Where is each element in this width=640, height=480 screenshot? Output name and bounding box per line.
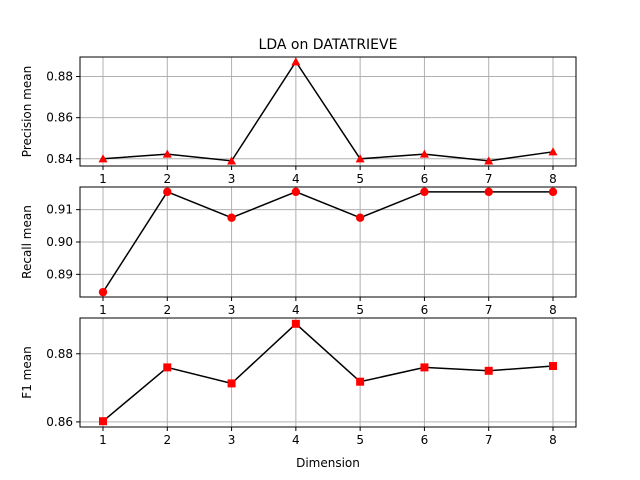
data-point [162, 149, 172, 158]
data-point [484, 187, 493, 197]
data-point [163, 187, 172, 197]
series-line [102, 190, 553, 293]
data-point [356, 377, 365, 386]
data-point [549, 362, 557, 371]
x-tick-label: 8 [549, 172, 557, 186]
series-line [102, 60, 554, 162]
data-point [98, 154, 108, 163]
x-tick-label: 5 [356, 303, 364, 317]
chart-title: LDA on DATATRIEVE [259, 37, 398, 53]
y-axis-label: F1 mean [20, 346, 34, 398]
data-point [291, 319, 300, 328]
x-tick-label: 6 [421, 303, 429, 317]
x-tick-label: 2 [163, 433, 171, 447]
x-tick-label: 7 [485, 172, 493, 186]
axes-frame [79, 317, 577, 428]
y-tick-label: 0.91 [46, 203, 73, 217]
x-tick-label: 3 [228, 303, 236, 317]
x-tick-label: 8 [549, 433, 557, 447]
x-tick-label: 1 [99, 433, 107, 447]
data-point [163, 363, 172, 372]
x-tick-label: 1 [99, 303, 107, 317]
series-line [102, 322, 554, 422]
x-tick-label: 3 [228, 433, 236, 447]
x-tick-label: 1 [99, 172, 107, 186]
x-tick-label: 7 [485, 433, 493, 447]
data-point [98, 287, 108, 297]
data-point [99, 417, 107, 426]
data-point [484, 156, 494, 165]
x-tick-label: 3 [228, 172, 236, 186]
x-axis-label: Dimension [296, 456, 360, 470]
x-tick-label: 4 [292, 433, 300, 447]
x-tick-label: 7 [485, 303, 493, 317]
subplot-2: 1 2 3 4 5 6 7 8 0.89 0.90 0.91 Recall mean [20, 186, 577, 317]
x-tick-label: 5 [356, 172, 364, 186]
subplots: 1 2 3 4 5 6 7 8 0.84 0.86 0.88 Precision mean 1 2 3 4 5 6… [20, 56, 577, 447]
x-tick-label: 6 [421, 172, 429, 186]
data-point [227, 156, 237, 165]
subplot-1: 1 2 3 4 5 6 7 8 0.84 0.86 0.88 Precision mean [20, 56, 577, 186]
y-tick-label: 0.90 [46, 235, 73, 249]
x-tick-label: 2 [163, 172, 171, 186]
data-point [227, 379, 236, 388]
data-point [420, 363, 429, 372]
y-axis-label: Recall mean [20, 205, 34, 279]
x-tick-label: 2 [163, 303, 171, 317]
data-point [355, 154, 365, 163]
y-tick-label: 0.88 [46, 70, 73, 84]
y-tick-label: 0.84 [46, 152, 73, 166]
y-tick-label: 0.86 [46, 415, 73, 429]
y-tick-label: 0.88 [46, 347, 73, 361]
data-point [419, 149, 429, 158]
y-axis-label: Precision mean [20, 66, 34, 157]
data-point [227, 213, 236, 222]
subplot-3: 1 2 3 4 5 6 7 8 0.86 0.88 F1 mean [20, 317, 577, 447]
data-point [548, 187, 558, 197]
x-tick-label: 5 [356, 433, 364, 447]
x-tick-label: 4 [292, 303, 300, 317]
data-point [291, 187, 301, 197]
x-tick-label: 6 [421, 433, 429, 447]
axes-frame [79, 56, 577, 167]
data-point [548, 147, 558, 156]
y-tick-label: 0.86 [46, 111, 73, 125]
data-point [355, 213, 365, 222]
x-tick-label: 8 [549, 303, 557, 317]
data-point [291, 57, 301, 66]
data-point [420, 187, 429, 197]
data-point [484, 366, 493, 375]
x-tick-label: 4 [292, 172, 300, 186]
y-tick-label: 0.89 [46, 267, 73, 281]
